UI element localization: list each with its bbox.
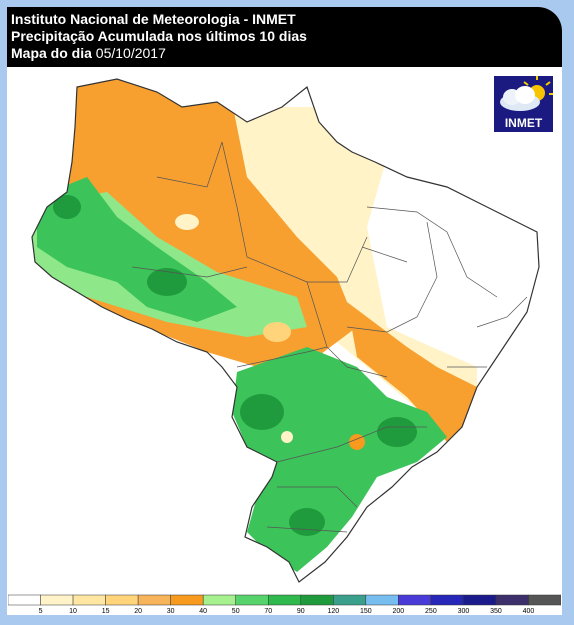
- legend-tick-label: 15: [102, 608, 110, 614]
- legend-swatch: [430, 594, 464, 606]
- logo-text: INMET: [504, 116, 543, 130]
- dark-green-patch: [147, 268, 187, 296]
- legend-swatch: [137, 594, 171, 606]
- legend-swatch: [40, 594, 74, 606]
- light-rain-band: [207, 107, 477, 417]
- legend-swatch: [365, 594, 399, 606]
- dark-green-patch: [53, 195, 81, 219]
- map-panel: Instituto Nacional de Meteorologia - INM…: [7, 7, 562, 615]
- legend-swatch: [398, 594, 432, 606]
- legend-swatch: [105, 594, 139, 606]
- dark-green-patch: [240, 394, 284, 430]
- dark-green-patch: [377, 417, 417, 447]
- legend-tick-label: 40: [199, 608, 207, 614]
- country-border: [31, 78, 540, 583]
- legend-swatch: [333, 594, 367, 606]
- legend-tick-label: 350: [490, 608, 502, 614]
- legend-swatch: [170, 594, 204, 606]
- legend-tick-label: 400: [523, 608, 535, 614]
- legend-tick-label: 250: [425, 608, 437, 614]
- legend-tick-label: 10: [69, 608, 77, 614]
- inmet-logo: INMET: [494, 76, 553, 132]
- brazil-precipitation-map: [31, 78, 540, 583]
- legend-swatch: [495, 594, 529, 606]
- legend-tick-label: 90: [297, 608, 305, 614]
- map-header: Instituto Nacional de Meteorologia - INM…: [7, 7, 562, 67]
- dark-green-patch: [289, 508, 325, 536]
- legend-tick-label: 200: [393, 608, 405, 614]
- sun-rays: [523, 76, 553, 95]
- legend-swatch: [72, 594, 106, 606]
- south-green-region: [232, 347, 447, 572]
- legend-swatch: [8, 594, 41, 606]
- legend-tick-label: 20: [134, 608, 142, 614]
- legend-tick-label: 150: [360, 608, 372, 614]
- legend-tick-label: 120: [327, 608, 339, 614]
- legend-tick-label: 50: [232, 608, 240, 614]
- legend-swatch: [202, 594, 236, 606]
- legend-tick-label: 300: [458, 608, 470, 614]
- legend-labels: 5 10 15 20 30 40 50 70 90 120 150 200 250 300 350 400: [39, 608, 535, 614]
- institution-title: Instituto Nacional de Meteorologia - INM…: [11, 11, 296, 27]
- map-date: 05/10/2017: [95, 45, 166, 61]
- legend-tick-label: 30: [167, 608, 175, 614]
- legend-swatch: [235, 594, 269, 606]
- legend-swatches: [8, 594, 561, 606]
- precipitation-legend: 5 10 15 20 30 40 50 70 90 120 150 200 250 300 350 400: [8, 594, 561, 614]
- legend-swatch: [528, 594, 561, 606]
- southeast-orange-band: [347, 302, 487, 442]
- state-borders: [131, 141, 528, 533]
- map-date-line: Mapa do dia 05/10/2017: [11, 45, 166, 61]
- map-subtitle: Precipitação Acumulada nos últimos 10 di…: [11, 28, 307, 44]
- legend-tick-label: 70: [264, 608, 272, 614]
- legend-tick-label: 5: [39, 608, 43, 614]
- legend-swatch: [300, 594, 334, 606]
- cloud-sun-icon: [500, 76, 553, 111]
- west-green-region: [37, 177, 237, 322]
- legend-swatch: [463, 594, 497, 606]
- map-date-prefix: Mapa do dia: [11, 45, 92, 61]
- legend-swatch: [267, 594, 302, 606]
- precipitation-fill: [32, 79, 539, 582]
